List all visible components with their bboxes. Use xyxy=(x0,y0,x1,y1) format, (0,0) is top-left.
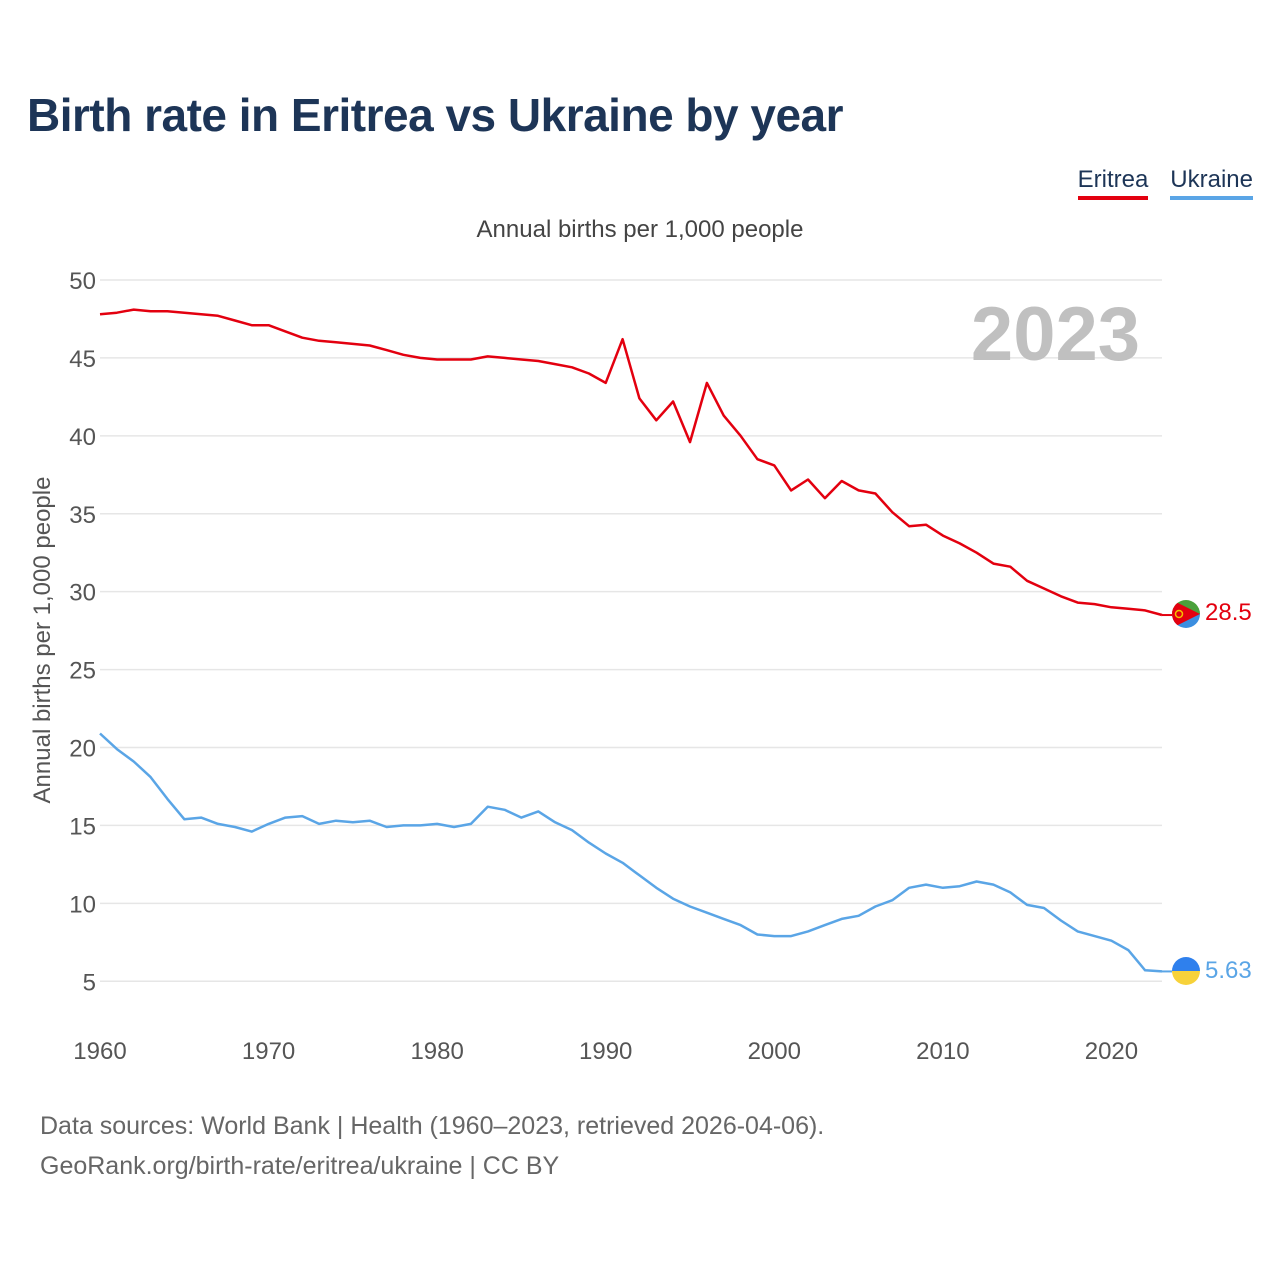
x-tick-label-1990: 1990 xyxy=(579,1038,632,1065)
y-axis-ticks: 5 10 15 20 25 30 35 40 45 50 xyxy=(69,268,96,996)
series-lines xyxy=(99,308,1172,973)
source-line-1: Data sources: World Bank | Health (1960–… xyxy=(40,1112,825,1140)
y-axis-label: Annual births per 1,000 people xyxy=(29,477,56,804)
legend-item-eritrea[interactable]: Eritrea xyxy=(1077,166,1149,200)
y-tick-label-5: 5 xyxy=(83,969,96,996)
x-axis-ticks: 1960 1970 1980 1990 2000 2010 2020 xyxy=(73,1038,1138,1065)
x-tick-label-1980: 1980 xyxy=(410,1038,463,1065)
legend: Eritrea Ukraine xyxy=(1077,166,1253,200)
y-tick-label-20: 20 xyxy=(69,736,96,763)
series-endpoints: 28.5 5.63 xyxy=(1172,599,1252,985)
chart-title: Birth rate in Eritrea vs Ukraine by year xyxy=(27,89,844,141)
chart-subtitle: Annual births per 1,000 people xyxy=(476,216,804,243)
end-label-eritrea: 28.5 xyxy=(1205,599,1252,626)
grid-lines xyxy=(100,279,1162,982)
x-tick-label-1970: 1970 xyxy=(242,1038,295,1065)
series-line-ukraine[interactable] xyxy=(99,732,1163,973)
year-watermark: 2023 xyxy=(971,292,1140,377)
end-label-ukraine: 5.63 xyxy=(1205,957,1252,984)
y-tick-label-40: 40 xyxy=(69,424,96,451)
y-tick-label-30: 30 xyxy=(69,580,96,607)
eritrea-flag-icon xyxy=(1172,600,1200,628)
y-tick-label-35: 35 xyxy=(69,502,96,529)
x-tick-label-2010: 2010 xyxy=(916,1038,969,1065)
y-tick-label-10: 10 xyxy=(69,891,96,918)
legend-item-ukraine[interactable]: Ukraine xyxy=(1170,166,1253,200)
y-tick-label-50: 50 xyxy=(69,268,96,295)
x-tick-label-1960: 1960 xyxy=(73,1038,126,1065)
ukraine-flag-icon xyxy=(1172,957,1200,985)
series-line-eritrea[interactable] xyxy=(99,308,1163,617)
x-tick-label-2000: 2000 xyxy=(748,1038,801,1065)
y-tick-label-15: 15 xyxy=(69,813,96,840)
source-note: Data sources: World Bank | Health (1960–… xyxy=(40,1106,824,1186)
y-tick-label-25: 25 xyxy=(69,658,96,685)
source-line-2: GeoRank.org/birth-rate/eritrea/ukraine |… xyxy=(40,1152,560,1180)
y-tick-label-45: 45 xyxy=(69,346,96,373)
x-tick-label-2020: 2020 xyxy=(1085,1038,1138,1065)
